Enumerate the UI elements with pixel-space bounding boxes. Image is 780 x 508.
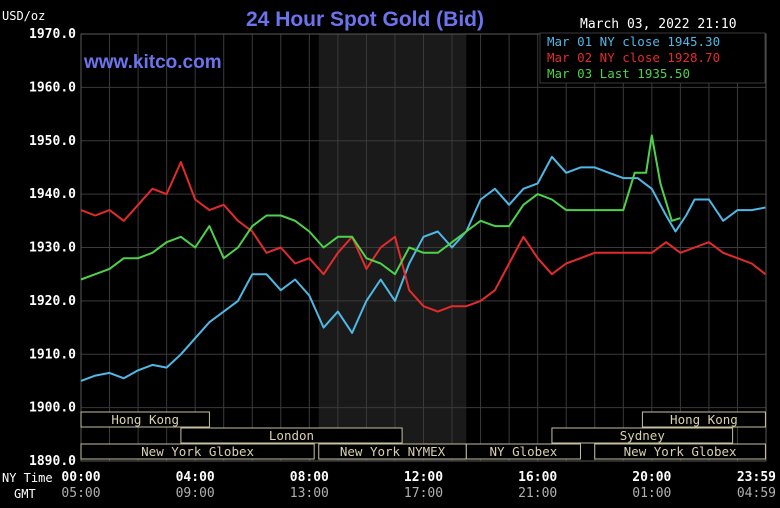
session-box [80,411,210,428]
series-line-0 [80,155,766,382]
session-box [180,427,403,444]
x-tick-label-gmt: 17:00 [404,486,443,501]
y-tick-label: 1910.0 [29,347,76,362]
session-label: Hong Kong [670,412,738,427]
legend: Mar 01 NY close 1945.30 Mar 02 NY close … [539,32,766,84]
unit-label: USD/oz [2,9,45,23]
x-tick-label-gmt: 09:00 [176,486,215,501]
x-tick-label-ny: 20:00 [632,470,671,485]
gmt-row-label: GMT [14,487,36,501]
y-tick-label: 1900.0 [29,401,76,416]
y-tick-label: 1960.0 [29,80,76,95]
x-tick-label-gmt: 04:59 [737,486,776,501]
y-tick-label: 1950.0 [29,134,76,149]
series-line-1 [80,161,767,313]
x-tick-label-ny: 12:00 [404,470,443,485]
session-label: New York Globex [141,444,254,459]
legend-entry-mar03: Mar 03 Last 1935.50 [547,66,690,81]
timestamp: March 03, 2022 21:10 [580,17,737,32]
session-label: New York NYMEX [340,444,446,459]
session-label: NY Globex [490,444,558,459]
session-label: London [269,428,314,443]
session-label: Hong Kong [111,412,179,427]
x-tick-label-ny: 00:00 [61,470,100,485]
x-tick-label-gmt: 21:00 [518,486,557,501]
session-box [551,427,734,444]
chart-title: 24 Hour Spot Gold (Bid) [246,8,484,31]
y-tick-label: 1970.0 [29,27,76,42]
y-tick-label: 1940.0 [29,187,76,202]
ny-time-row-label: NY Time [2,471,53,485]
session-box [80,443,315,460]
x-tick-label-ny: 16:00 [518,470,557,485]
y-tick-label: 1890.0 [29,454,76,469]
y-tick-label: 1930.0 [29,241,76,256]
kitco-watermark: www.kitco.com [83,52,222,73]
legend-box [539,32,766,84]
x-tick-label-gmt: 13:00 [290,486,329,501]
legend-entry-mar02: Mar 02 NY close 1928.70 [547,50,720,65]
session-label: New York Globex [624,444,737,459]
session-box [641,411,766,428]
x-tick-label-gmt: 01:00 [632,486,671,501]
session-box [594,443,766,460]
x-tick-label-gmt: 05:00 [61,486,100,501]
plot-frame [80,33,767,462]
legend-entry-mar01: Mar 01 NY close 1945.30 [547,34,720,49]
session-box [465,443,581,460]
price-series [80,134,767,382]
x-tick-label-ny: 23:59 [737,470,776,485]
x-tick-label-ny: 04:00 [176,470,215,485]
y-axis-ticks: 1970.0 1960.0 1950.0 1940.0 1930.0 1920.0 1910… [29,27,76,469]
x-tick-label-ny: 08:00 [290,470,329,485]
session-label: Sydney [620,428,666,443]
y-tick-label: 1920.0 [29,294,76,309]
series-line-2 [80,134,681,281]
